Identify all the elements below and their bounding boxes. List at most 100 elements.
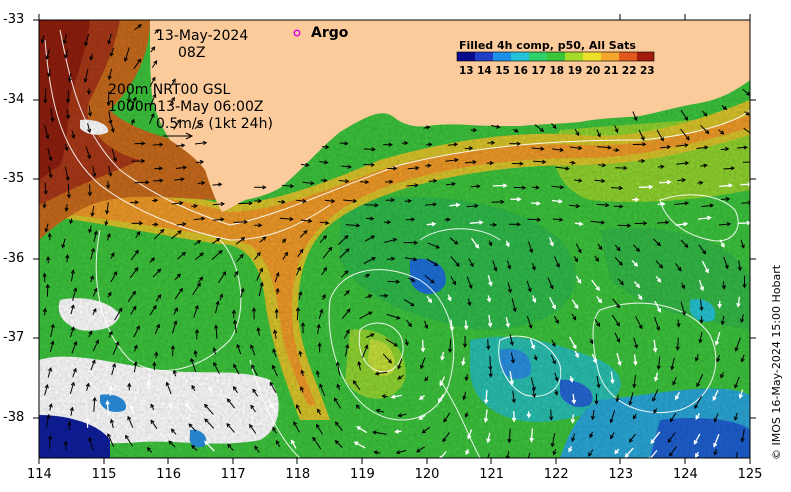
current-arrow-head	[609, 418, 614, 424]
current-arrow	[677, 337, 679, 350]
current-arrow-head	[88, 228, 93, 234]
current-arrow	[345, 224, 360, 227]
current-arrow	[84, 69, 89, 83]
current-arrow	[133, 325, 140, 338]
current-arrow	[130, 250, 139, 261]
current-arrow-head	[596, 383, 601, 389]
current-arrow-head	[125, 434, 129, 440]
current-arrow-head	[615, 303, 621, 309]
current-arrow-head	[653, 376, 659, 382]
current-arrow-head	[88, 436, 93, 442]
colorbar-tick-label: 15	[495, 65, 510, 77]
current-arrow-head	[575, 131, 580, 137]
current-arrow-head	[300, 321, 306, 327]
current-arrow-head	[507, 438, 512, 444]
current-arrow-head	[753, 160, 756, 163]
current-arrow	[741, 428, 745, 442]
current-arrow-head	[594, 400, 599, 405]
current-arrow-head	[355, 223, 361, 228]
current-arrow-head	[407, 322, 412, 328]
current-arrow-head	[738, 394, 743, 399]
current-arrow	[319, 384, 326, 397]
current-arrow	[134, 24, 142, 31]
current-arrow-head	[344, 235, 349, 240]
current-arrow-head	[106, 232, 111, 238]
current-arrow-head	[720, 243, 725, 248]
current-arrow	[334, 398, 342, 409]
current-arrow	[192, 283, 201, 296]
current-arrow-head	[126, 98, 132, 104]
current-arrow-head	[467, 301, 472, 307]
current-arrow-head	[109, 52, 114, 57]
current-arrow-head	[424, 324, 429, 330]
current-arrow-head	[370, 162, 375, 167]
current-arrow-head	[734, 384, 739, 389]
current-arrow	[635, 315, 643, 329]
current-arrow	[238, 202, 252, 205]
current-arrow	[386, 313, 400, 319]
current-arrow	[213, 362, 220, 375]
current-arrow-head	[42, 307, 48, 313]
current-arrow-head	[600, 178, 606, 184]
current-arrow-head	[532, 298, 537, 304]
current-arrow-head	[66, 114, 71, 120]
current-arrow-head	[179, 201, 184, 206]
current-arrow	[233, 386, 239, 394]
current-arrow-head	[657, 308, 662, 313]
current-arrow	[65, 441, 67, 451]
current-arrow	[68, 73, 72, 82]
current-arrow-head	[437, 398, 443, 403]
current-arrow-head	[713, 451, 718, 456]
current-arrow-head	[61, 243, 66, 249]
current-arrow-head	[86, 90, 92, 95]
current-arrow-head	[469, 262, 474, 268]
current-arrow	[675, 223, 687, 226]
current-arrow	[366, 333, 374, 338]
current-arrow-head	[136, 325, 140, 330]
current-arrow-head	[364, 179, 370, 185]
current-arrow	[551, 199, 562, 203]
current-arrow-head	[684, 201, 690, 206]
current-arrow-head	[464, 413, 469, 418]
current-arrow	[71, 130, 75, 139]
current-arrow-head	[393, 342, 398, 347]
current-arrow	[532, 263, 536, 270]
current-arrow-head	[154, 222, 159, 227]
current-arrow	[65, 204, 68, 211]
current-arrow-head	[172, 369, 177, 375]
current-arrow-head	[262, 236, 267, 241]
current-arrow	[387, 280, 400, 283]
current-arrow-head	[588, 452, 593, 457]
current-arrow	[236, 254, 244, 263]
current-arrow-head	[531, 266, 536, 271]
current-arrow	[88, 225, 92, 233]
current-arrow-head	[640, 136, 645, 141]
current-arrow	[204, 404, 214, 415]
current-arrow-head	[643, 221, 648, 226]
current-arrow-head	[616, 246, 621, 252]
current-arrow-head	[109, 418, 114, 424]
current-arrow	[660, 146, 671, 149]
current-arrow-head	[549, 241, 554, 247]
current-arrow	[295, 267, 301, 276]
current-arrow-head	[607, 145, 612, 150]
current-arrow	[391, 394, 402, 398]
current-arrow-head	[619, 204, 624, 209]
current-arrow-head	[724, 147, 730, 152]
current-arrow-head	[699, 286, 705, 292]
current-arrow	[450, 276, 456, 285]
current-arrow-head	[111, 363, 117, 368]
current-arrow	[742, 88, 750, 96]
current-arrow	[633, 337, 638, 348]
current-arrow-head	[371, 257, 376, 261]
current-arrow-head	[698, 339, 703, 344]
current-arrow-head	[418, 415, 423, 420]
current-arrow-head	[439, 381, 444, 387]
current-arrow-head	[275, 272, 280, 277]
current-arrow	[487, 275, 492, 286]
current-arrow-head	[578, 145, 583, 151]
current-arrow	[226, 423, 235, 433]
current-arrow-head	[46, 255, 51, 261]
current-arrow-head	[510, 359, 515, 364]
current-arrow	[88, 437, 94, 451]
